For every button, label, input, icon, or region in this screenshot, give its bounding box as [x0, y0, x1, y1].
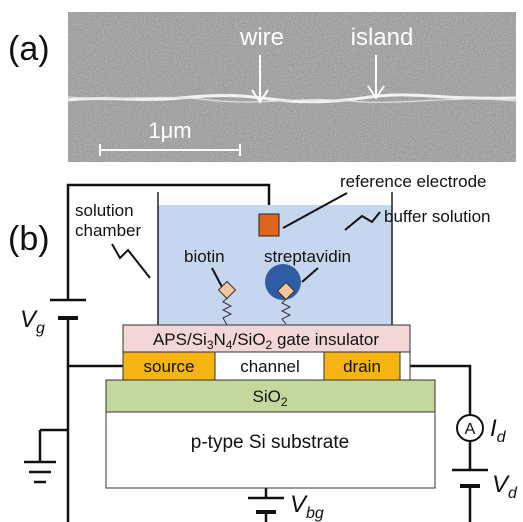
- source-label: source: [143, 357, 194, 376]
- panel-label: (b): [8, 220, 50, 258]
- subscript: 2: [281, 395, 288, 409]
- gate-wire-lower: [68, 318, 123, 366]
- gate-voltage: Vg: [20, 306, 45, 337]
- reference-electrode: [259, 214, 279, 236]
- drain-current: Id: [490, 415, 507, 446]
- wire-label: wire: [239, 24, 284, 51]
- text: APS/Si: [153, 330, 207, 349]
- text: /SiO: [232, 330, 265, 349]
- chamber-label: chamber: [75, 221, 141, 240]
- substrate-label: p-type Si substrate: [191, 432, 349, 453]
- backgate-voltage: Vbg: [290, 491, 324, 522]
- scale-bar-label: 1μm: [148, 118, 191, 143]
- arrow: [112, 244, 150, 278]
- subscript: d: [508, 485, 518, 502]
- reference-electrode-label: reference electrode: [340, 172, 486, 191]
- streptavidin-label: streptavidin: [264, 247, 351, 266]
- buffer-label: buffer solution: [384, 207, 490, 226]
- text: N: [214, 330, 226, 349]
- chamber-label: solution: [75, 201, 134, 220]
- subscript: g: [36, 320, 45, 337]
- channel-label: channel: [240, 357, 300, 376]
- drain-voltage: Vd: [492, 471, 518, 502]
- drain-label: drain: [343, 357, 381, 376]
- subscript: bg: [306, 505, 324, 522]
- figure: (a) wire island 1μm (b) reference electr…: [0, 0, 523, 522]
- text: SiO: [252, 387, 280, 406]
- ground-symbol: [24, 462, 56, 482]
- biotin-label: biotin: [184, 247, 225, 266]
- island-label: island: [351, 24, 414, 51]
- subscript: d: [497, 429, 507, 446]
- ammeter-label: A: [465, 421, 476, 438]
- panel-label: (a): [8, 30, 50, 68]
- sem-texture: [68, 12, 516, 162]
- text: gate insulator: [272, 330, 379, 349]
